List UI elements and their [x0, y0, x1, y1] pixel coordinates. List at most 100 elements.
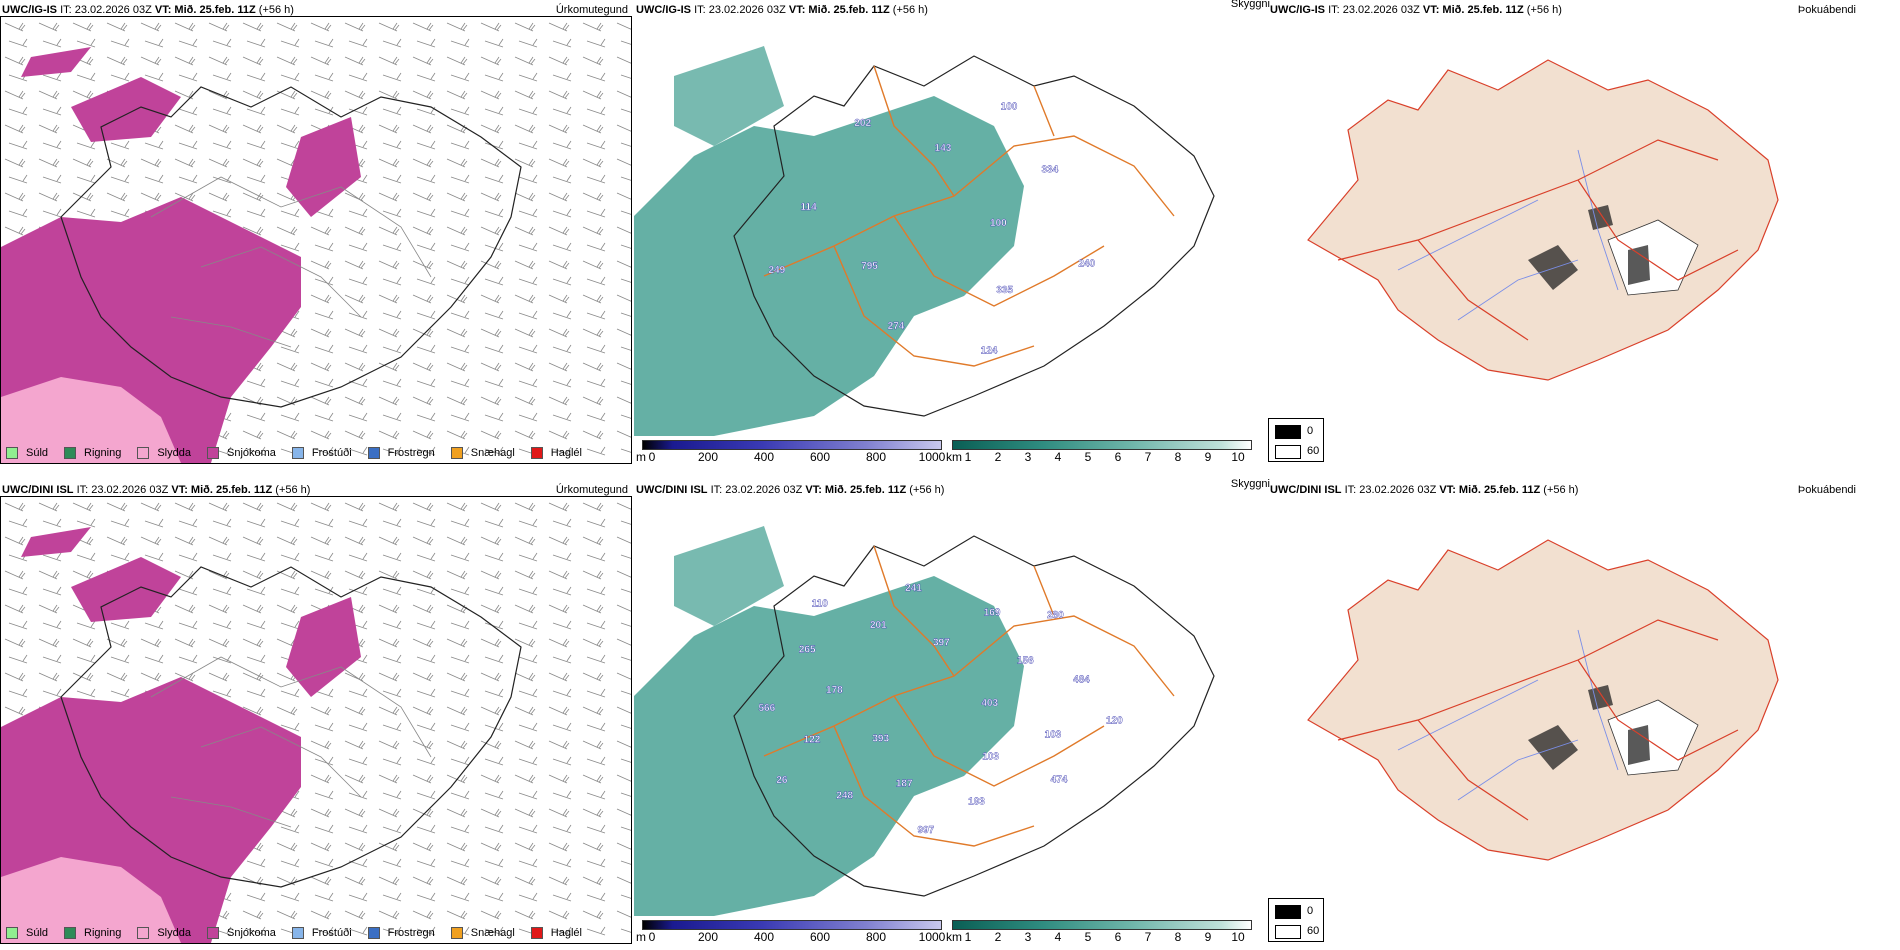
precip-legend-swatch: [450, 927, 463, 939]
visibility-tick: 5: [1084, 930, 1092, 944]
fog-panel: UWC/DINI ISL IT: 23.02.2026 03Z VT: Mið.…: [1268, 480, 1900, 950]
cloud-base-label: 474: [1051, 775, 1068, 786]
valid-time: Mið. 25.feb. 11Z: [824, 484, 907, 496]
valid-label: VT:: [788, 4, 806, 16]
fog-legend-black: [1275, 425, 1301, 439]
sleet-area: [1, 377, 181, 463]
precip-legend-item: Haglél: [530, 447, 582, 459]
init-time: IT: 23.02.2026 03Z: [1328, 4, 1420, 16]
cloud-base-label: 280: [1047, 610, 1064, 621]
snow-patch-east: [286, 597, 361, 697]
precip-legend-label: Slydda: [157, 447, 191, 459]
cloud-base-label: 248: [836, 790, 853, 801]
cloud-base-label: 156: [1017, 656, 1034, 667]
init-time: IT: 23.02.2026 03Z: [694, 4, 786, 16]
precip-legend-swatch: [137, 447, 150, 459]
lead-time: (+56 h): [892, 4, 928, 16]
visibility-bar: [952, 920, 1252, 930]
precip-title: Úrkomutegund: [555, 484, 628, 496]
cloud-base-label: 566: [758, 703, 775, 714]
fog-legend-low: 60: [1307, 445, 1320, 457]
fog-legend-white: [1275, 925, 1301, 939]
roads: [763, 545, 1175, 847]
cloud-base-label: 274: [888, 321, 905, 332]
precip-legend-swatch: [530, 447, 543, 459]
cloud-base-label: 26: [776, 775, 788, 786]
lead-time: (+56 h): [1526, 4, 1562, 16]
valid-time: Mið. 25.feb. 11Z: [1442, 4, 1524, 16]
precip-header: UWC/IG-IS IT: 23.02.2026 03Z VT: Mið. 25…: [2, 4, 294, 16]
visibility-field: [634, 96, 1024, 436]
model-name: UWC/DINI ISL: [636, 484, 708, 496]
precip-legend-item: Frostregn: [367, 927, 435, 939]
precip-legend-label: Slydda: [157, 927, 191, 939]
visibility-tick: 2: [994, 930, 1002, 944]
precip-panel: UWC/DINI ISL IT: 23.02.2026 03Z VT: Mið.…: [0, 480, 632, 950]
fog-header: UWC/DINI ISL IT: 23.02.2026 03Z VT: Mið.…: [1270, 484, 1578, 496]
precip-legend-item: Súld: [6, 927, 48, 939]
cloud-base-labels: 100 795 143 335 114 334 274 202 240 249 100 124: [768, 101, 1095, 356]
visibility-map: 403 393 397 103 178 156 187 201 103 122 169 193 265 4…: [634, 526, 1215, 916]
fog-map: [1307, 539, 1779, 861]
cloud-base-label: 202: [854, 118, 871, 129]
precip-legend-item: Frostúði: [291, 447, 352, 459]
model-name: UWC/DINI ISL: [1270, 484, 1342, 496]
cloud-base-tick: 400: [753, 930, 775, 944]
precip-legend-item: Súld: [6, 447, 48, 459]
visibility-tick: 10: [1231, 930, 1245, 944]
precip-legend-label: Snæhagl: [470, 927, 515, 939]
precip-legend-swatch: [64, 447, 77, 459]
precip-legend-item: Snæhagl: [450, 447, 515, 459]
lead-time: (+56 h): [258, 4, 294, 16]
fog-title: Þokuábendi: [1797, 484, 1856, 496]
fog-legend-white: [1275, 445, 1301, 459]
row-ig-is: UWC/IG-IS IT: 23.02.2026 03Z VT: Mið. 25…: [0, 0, 1900, 470]
cloud-base-bar: [642, 440, 942, 450]
cloud-base-label: 103: [982, 752, 999, 763]
cloud-base-unit: m: [636, 450, 646, 464]
visibility-tick: 7: [1144, 450, 1152, 464]
valid-label: VT:: [171, 484, 188, 496]
valid-time: Mið. 25.feb. 11Z: [190, 484, 273, 496]
precip-legend-swatch: [367, 447, 380, 459]
cloud-base-tick: 400: [753, 450, 775, 464]
cloud-base-label: 265: [799, 645, 816, 656]
visibility-tick: 3: [1024, 930, 1032, 944]
cloud-base-labels: 403 393 397 103 178 156 187 201 103 122 169 193 265 4…: [758, 583, 1123, 836]
valid-label: VT:: [154, 4, 172, 16]
visibility-field-west: [674, 46, 784, 146]
precip-legend-item: Frostregn: [367, 447, 435, 459]
cloud-base-label: 124: [981, 346, 998, 357]
iceland-outline: [733, 55, 1215, 417]
cloud-base-label: 334: [1041, 164, 1058, 175]
visibility-panel: UWC/DINI ISL IT: 23.02.2026 03Z VT: Mið.…: [634, 478, 1270, 950]
valid-label: VT:: [805, 484, 822, 496]
visibility-tick: 6: [1114, 450, 1122, 464]
iceland-land: [1307, 539, 1779, 861]
valid-time: Mið. 25.feb. 11Z: [808, 4, 890, 16]
model-name: UWC/IG-IS: [636, 4, 691, 16]
visibility-bar: [952, 440, 1252, 450]
cloud-base-bar: [642, 920, 942, 930]
cloud-base-label: 114: [801, 202, 818, 213]
cloud-base-tick: 800: [865, 930, 887, 944]
lead-time: (+56 h): [275, 484, 311, 496]
precip-legend-item: Slydda: [137, 447, 191, 459]
cloud-base-label: 241: [905, 583, 922, 594]
visibility-ticks: 1 2 3 4 5 6 7 8 9 10: [965, 930, 1245, 944]
precip-legend-label: Snjókoma: [226, 447, 276, 459]
precip-legend-swatch: [6, 447, 18, 459]
precip-legend-item: Slydda: [137, 927, 191, 939]
fog-legend-high: 0: [1307, 425, 1314, 437]
cloud-base-label: 110: [812, 598, 829, 609]
visibility-tick: 8: [1174, 450, 1182, 464]
iceland-outline: [60, 566, 522, 888]
visibility-tick: 7: [1144, 930, 1152, 944]
cloud-base-tick: 200: [697, 930, 719, 944]
visibility-field: [634, 576, 1024, 916]
visibility-header: UWC/IG-IS IT: 23.02.2026 03Z VT: Mið. 25…: [636, 4, 928, 16]
init-time: IT: 23.02.2026 03Z: [76, 484, 169, 496]
iceland-outline: [60, 86, 522, 408]
cloud-base-label: 335: [996, 285, 1013, 296]
visibility-tick: 3: [1024, 450, 1032, 464]
